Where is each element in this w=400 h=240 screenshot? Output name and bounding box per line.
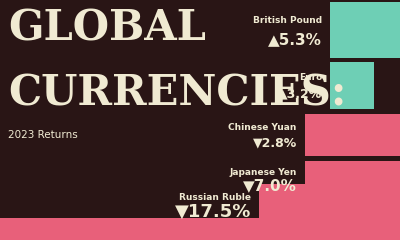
Text: ▼2.8%: ▼2.8% [252, 136, 297, 149]
Bar [0, 218, 400, 240]
Text: GLOBAL: GLOBAL [8, 7, 206, 49]
Bar [305, 161, 400, 198]
Text: Chinese Yuan: Chinese Yuan [228, 123, 297, 132]
Text: ▲5.3%: ▲5.3% [268, 32, 322, 48]
Text: ▼7.0%: ▼7.0% [243, 179, 297, 194]
Text: ▼17.5%: ▼17.5% [175, 203, 251, 221]
Bar [330, 2, 400, 58]
Text: CURRENCIES:: CURRENCIES: [8, 72, 346, 114]
Text: Japanese Yen: Japanese Yen [230, 168, 297, 177]
Bar [330, 62, 374, 109]
Bar [259, 184, 400, 226]
Bar [305, 114, 400, 156]
Text: British Pound: British Pound [253, 16, 322, 24]
Text: Russian Ruble: Russian Ruble [179, 192, 251, 202]
Text: ▲3.2%: ▲3.2% [278, 88, 322, 101]
Text: 2023 Returns: 2023 Returns [8, 130, 78, 140]
Text: Euro: Euro [299, 73, 322, 82]
